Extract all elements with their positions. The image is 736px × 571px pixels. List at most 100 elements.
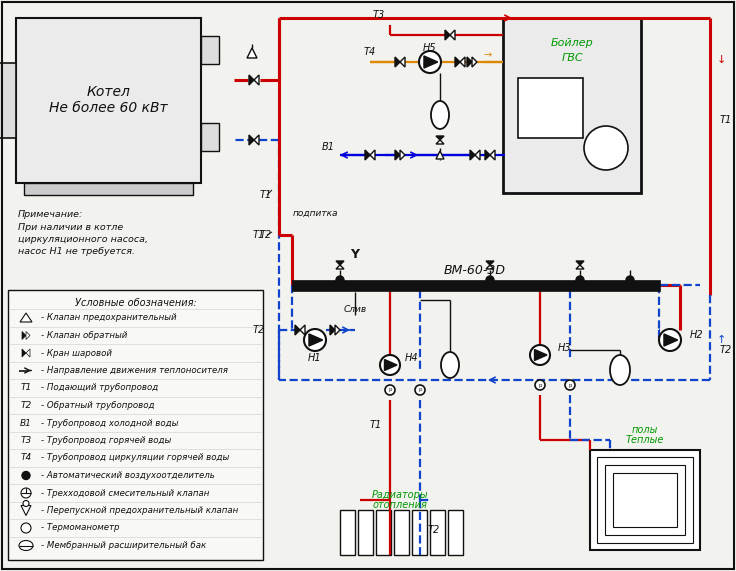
Text: - Трубопровод циркуляции горячей воды: - Трубопровод циркуляции горячей воды — [41, 453, 229, 463]
Text: Н4: Н4 — [405, 353, 419, 363]
Bar — [518, 78, 583, 138]
Text: Примечание:
При наличии в котле
циркуляционного насоса,
насос Н1 не требуется.: Примечание: При наличии в котле циркуляц… — [18, 210, 148, 256]
Bar — [605, 465, 685, 535]
Text: - Обратный трубопровод: - Обратный трубопровод — [41, 401, 155, 410]
Circle shape — [584, 126, 628, 170]
Circle shape — [23, 501, 29, 506]
Polygon shape — [467, 57, 472, 67]
Polygon shape — [486, 265, 494, 269]
Text: ↑: ↑ — [717, 335, 726, 345]
Polygon shape — [300, 325, 305, 335]
Bar — [503, 18, 641, 193]
Polygon shape — [450, 30, 455, 40]
Text: отопления: отопления — [372, 500, 428, 510]
Circle shape — [626, 276, 634, 284]
Text: p: p — [418, 388, 422, 392]
Text: →: → — [484, 50, 492, 60]
Text: Y: Y — [350, 248, 359, 262]
Text: p: p — [389, 388, 392, 392]
Text: Котел: Котел — [87, 86, 130, 99]
Text: Бойлер: Бойлер — [551, 38, 593, 48]
Polygon shape — [395, 57, 400, 67]
Text: T3: T3 — [372, 10, 385, 20]
Polygon shape — [249, 75, 254, 85]
Bar — [0, 63, 16, 138]
Circle shape — [22, 472, 30, 480]
Text: - Направление движения теплоносителя: - Направление движения теплоносителя — [41, 366, 228, 375]
Text: ↓: ↓ — [717, 55, 726, 65]
Polygon shape — [295, 325, 300, 335]
Text: В1: В1 — [322, 142, 335, 152]
Text: - Перепускной предохранительный клапан: - Перепускной предохранительный клапан — [41, 506, 238, 515]
Text: - Трубопровод горячей воды: - Трубопровод горячей воды — [41, 436, 171, 445]
Bar — [613, 473, 677, 527]
Text: T2: T2 — [428, 525, 440, 535]
Ellipse shape — [441, 352, 459, 378]
Polygon shape — [576, 261, 584, 265]
Text: T1: T1 — [21, 384, 32, 392]
Text: T4: T4 — [21, 453, 32, 463]
Polygon shape — [384, 360, 397, 371]
Polygon shape — [21, 505, 31, 516]
Text: ГВС: ГВС — [561, 53, 583, 63]
Circle shape — [21, 523, 31, 533]
Polygon shape — [400, 57, 405, 67]
Text: Н2: Н2 — [690, 330, 704, 340]
Polygon shape — [436, 151, 444, 159]
Text: Теплые: Теплые — [626, 435, 664, 445]
Text: B1: B1 — [20, 419, 32, 428]
Polygon shape — [445, 30, 450, 40]
Bar — [24, 183, 193, 195]
Text: - Термоманометр: - Термоманометр — [41, 524, 119, 533]
Circle shape — [659, 329, 681, 351]
Text: - Клапан предохранительный: - Клапан предохранительный — [41, 313, 177, 323]
Text: Условные обозначения:: Условные обозначения: — [74, 298, 197, 308]
Circle shape — [380, 355, 400, 375]
Circle shape — [336, 276, 344, 284]
Bar — [201, 123, 219, 151]
Ellipse shape — [431, 101, 449, 129]
Polygon shape — [254, 135, 259, 145]
Circle shape — [535, 380, 545, 390]
Polygon shape — [336, 261, 344, 265]
Polygon shape — [472, 57, 477, 67]
Text: T1: T1 — [252, 230, 265, 240]
Polygon shape — [490, 150, 495, 160]
Polygon shape — [22, 332, 26, 340]
Bar — [8, 290, 263, 560]
Text: T2: T2 — [252, 325, 265, 335]
Bar — [292, 280, 660, 291]
Polygon shape — [335, 325, 340, 335]
Text: подпитка: подпитка — [292, 208, 338, 218]
Text: Не более 60 кВт: Не более 60 кВт — [49, 102, 168, 115]
Text: T1: T1 — [720, 115, 732, 125]
Bar — [448, 510, 463, 555]
Text: Радиаторы: Радиаторы — [372, 490, 428, 500]
Polygon shape — [486, 261, 494, 265]
Text: - Клапан обратный: - Клапан обратный — [41, 331, 127, 340]
Text: T1: T1 — [369, 420, 382, 430]
Circle shape — [304, 329, 326, 351]
Text: p: p — [538, 383, 542, 388]
Bar — [590, 450, 700, 550]
Polygon shape — [309, 334, 322, 346]
Polygon shape — [249, 135, 254, 145]
Polygon shape — [365, 150, 370, 160]
Polygon shape — [20, 313, 32, 322]
Bar — [376, 510, 391, 555]
Circle shape — [385, 385, 395, 395]
Text: - Кран шаровой: - Кран шаровой — [41, 348, 112, 357]
Text: - Мембранный расширительный бак: - Мембранный расширительный бак — [41, 541, 206, 550]
Polygon shape — [370, 150, 375, 160]
Circle shape — [415, 385, 425, 395]
Text: Н1: Н1 — [308, 353, 322, 363]
Text: T4: T4 — [364, 47, 376, 57]
Circle shape — [486, 276, 494, 284]
Text: Слив: Слив — [344, 305, 367, 315]
Polygon shape — [664, 334, 678, 346]
Bar — [16, 18, 201, 183]
Text: полы: полы — [631, 425, 658, 435]
Polygon shape — [436, 140, 444, 144]
Ellipse shape — [19, 541, 33, 550]
Text: Н5: Н5 — [423, 43, 436, 53]
